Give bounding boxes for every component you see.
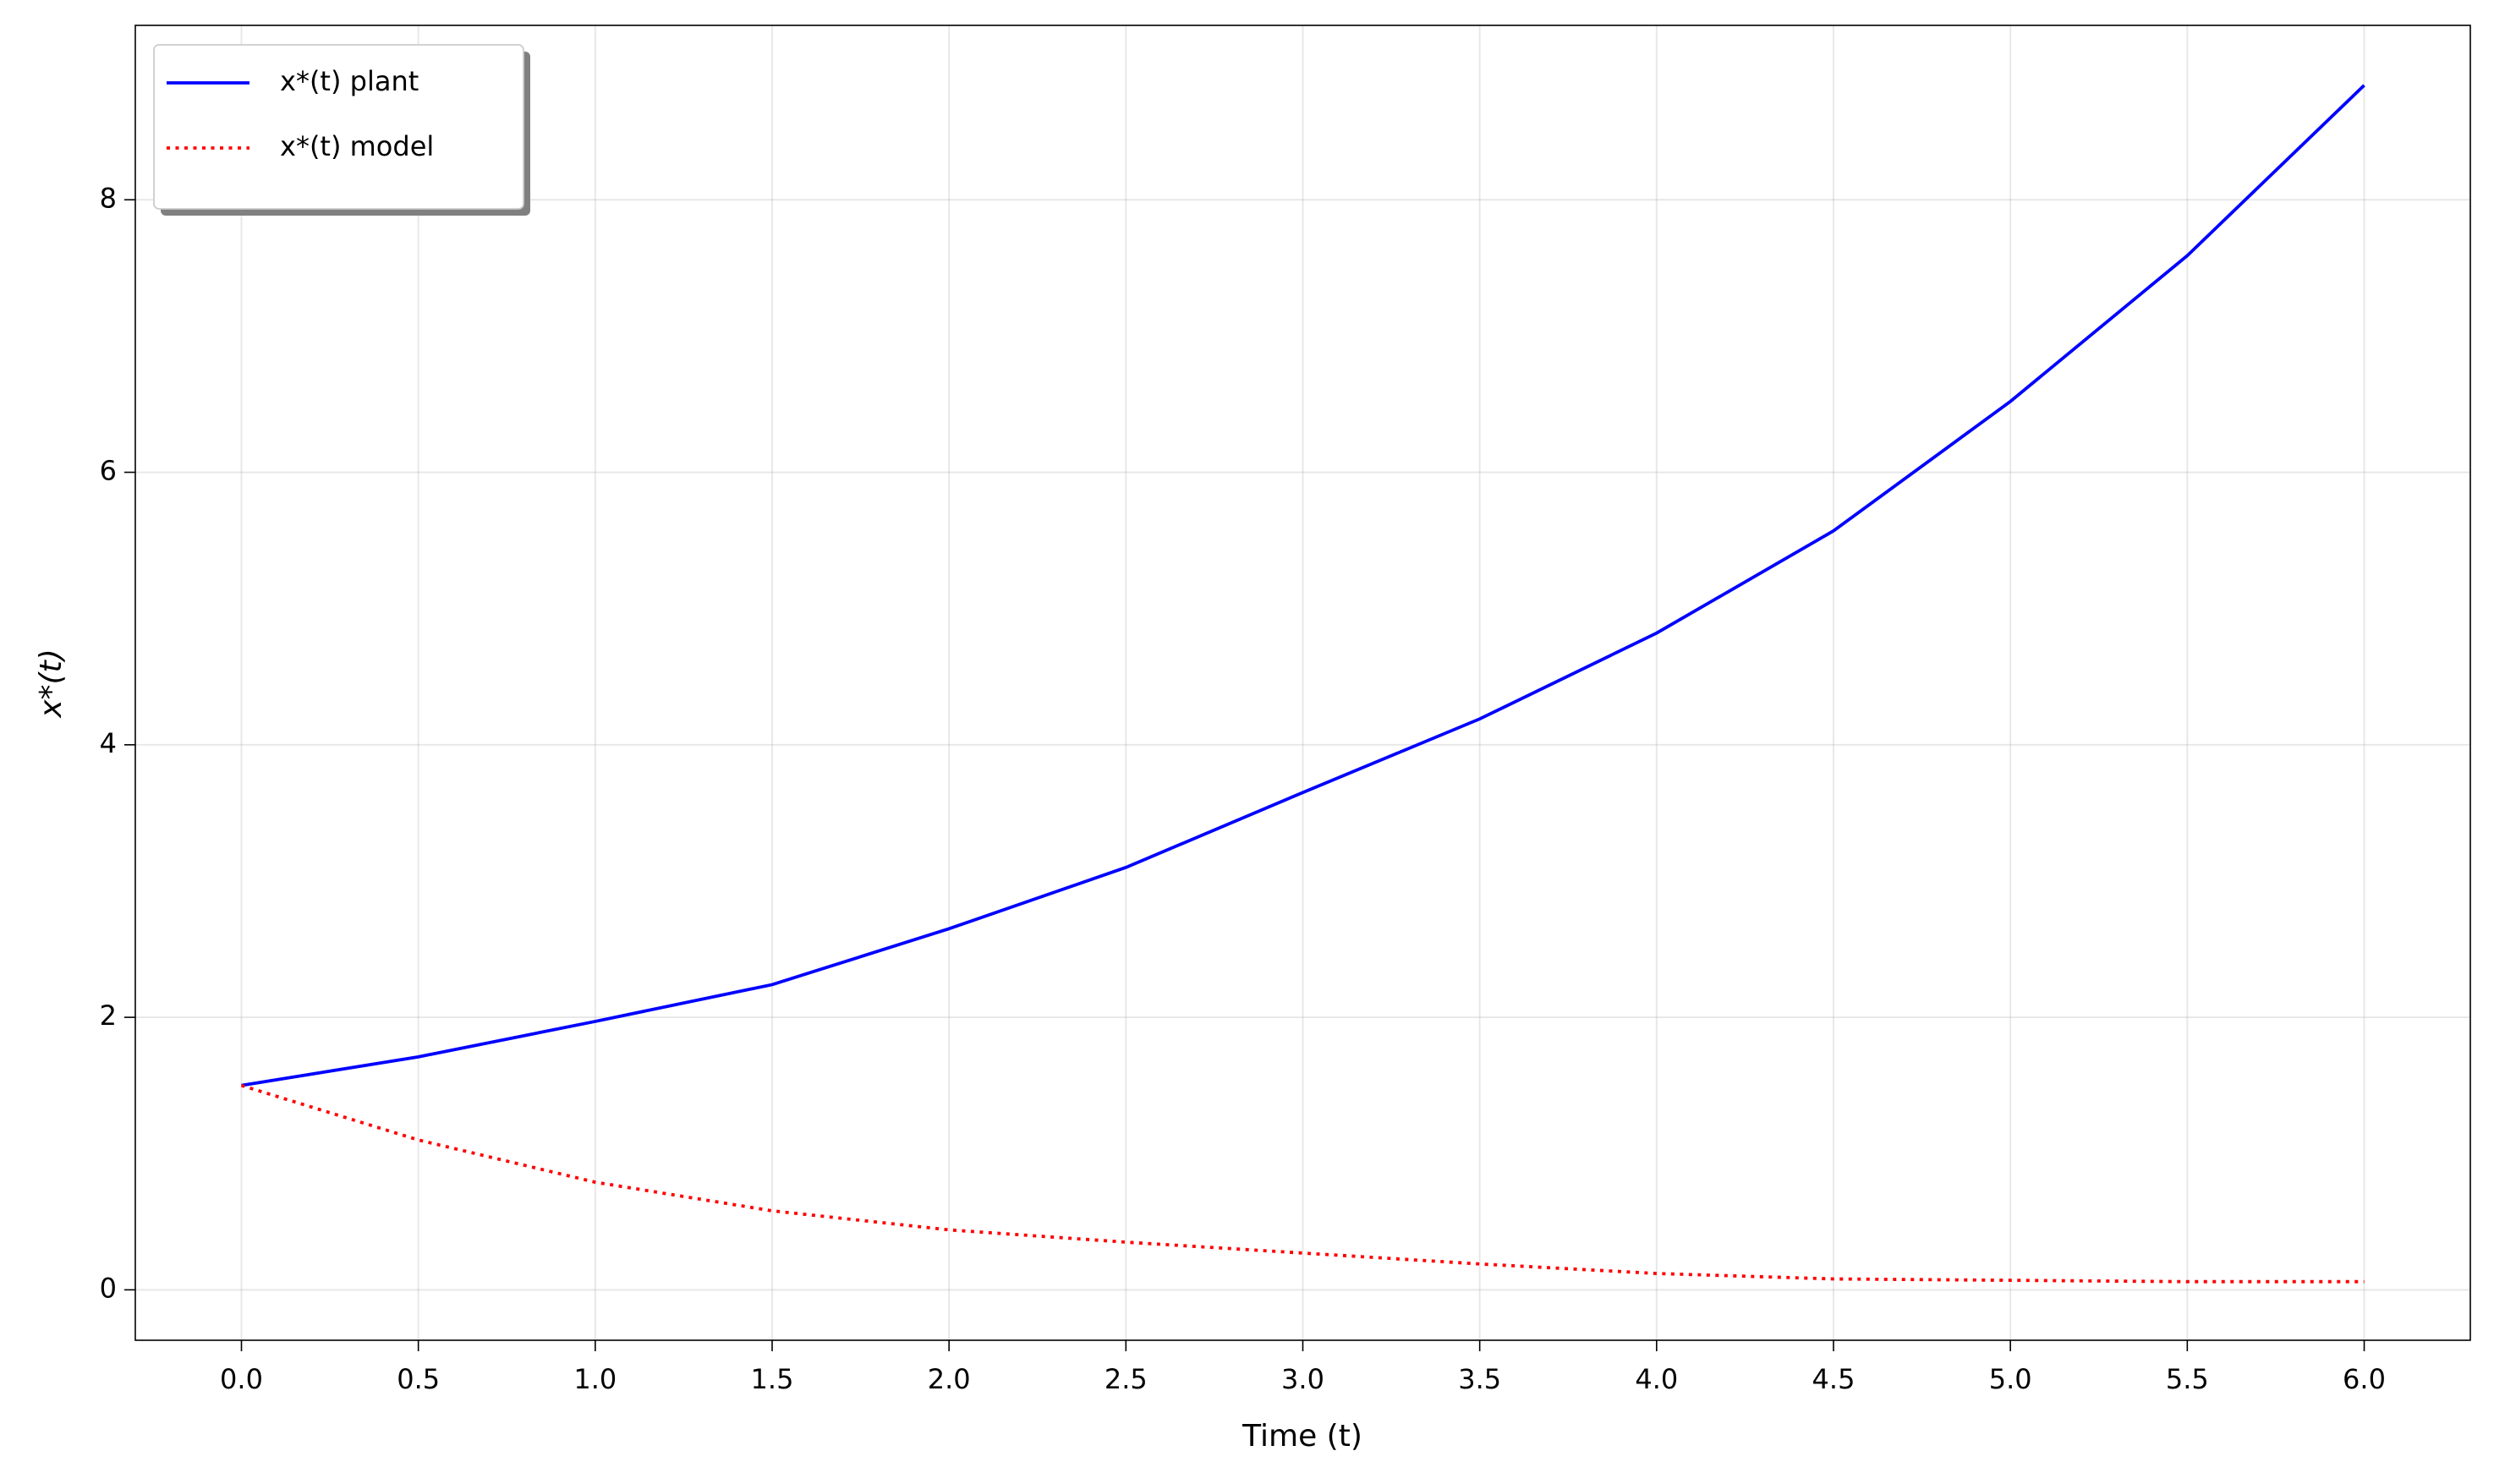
x-tick-label: 0.5 <box>397 1363 440 1395</box>
y-tick-label: 8 <box>100 182 117 214</box>
legend-label: x*(t) plant <box>280 65 419 97</box>
x-tick-label: 3.0 <box>1281 1363 1324 1395</box>
legend-label: x*(t) model <box>280 130 434 162</box>
x-tick-label: 0.0 <box>220 1363 263 1395</box>
x-tick-label: 6.0 <box>2343 1363 2386 1395</box>
x-tick-label: 5.5 <box>2166 1363 2209 1395</box>
series-line <box>240 1083 2365 1284</box>
x-tick-label: 4.0 <box>1635 1363 1678 1395</box>
y-tick-label: 4 <box>100 727 117 759</box>
y-tick-label: 6 <box>100 455 117 487</box>
x-tick-label: 1.0 <box>573 1363 617 1395</box>
x-tick-label: 2.5 <box>1104 1363 1148 1395</box>
x-tick-label: 5.0 <box>1989 1363 2032 1395</box>
x-tick-label: 3.5 <box>1458 1363 1501 1395</box>
x-tick-label: 1.5 <box>751 1363 794 1395</box>
legend <box>153 44 524 210</box>
y-axis-label: x*(t) <box>34 649 69 719</box>
x-tick-label: 2.0 <box>928 1363 971 1395</box>
x-axis-label: Time (t) <box>1242 1419 1362 1454</box>
y-tick-label: 2 <box>100 999 117 1032</box>
y-tick-label: 0 <box>100 1272 117 1304</box>
series-line <box>241 84 2365 1087</box>
plot-frame <box>134 25 2471 1341</box>
x-tick-label: 4.5 <box>1812 1363 1855 1395</box>
